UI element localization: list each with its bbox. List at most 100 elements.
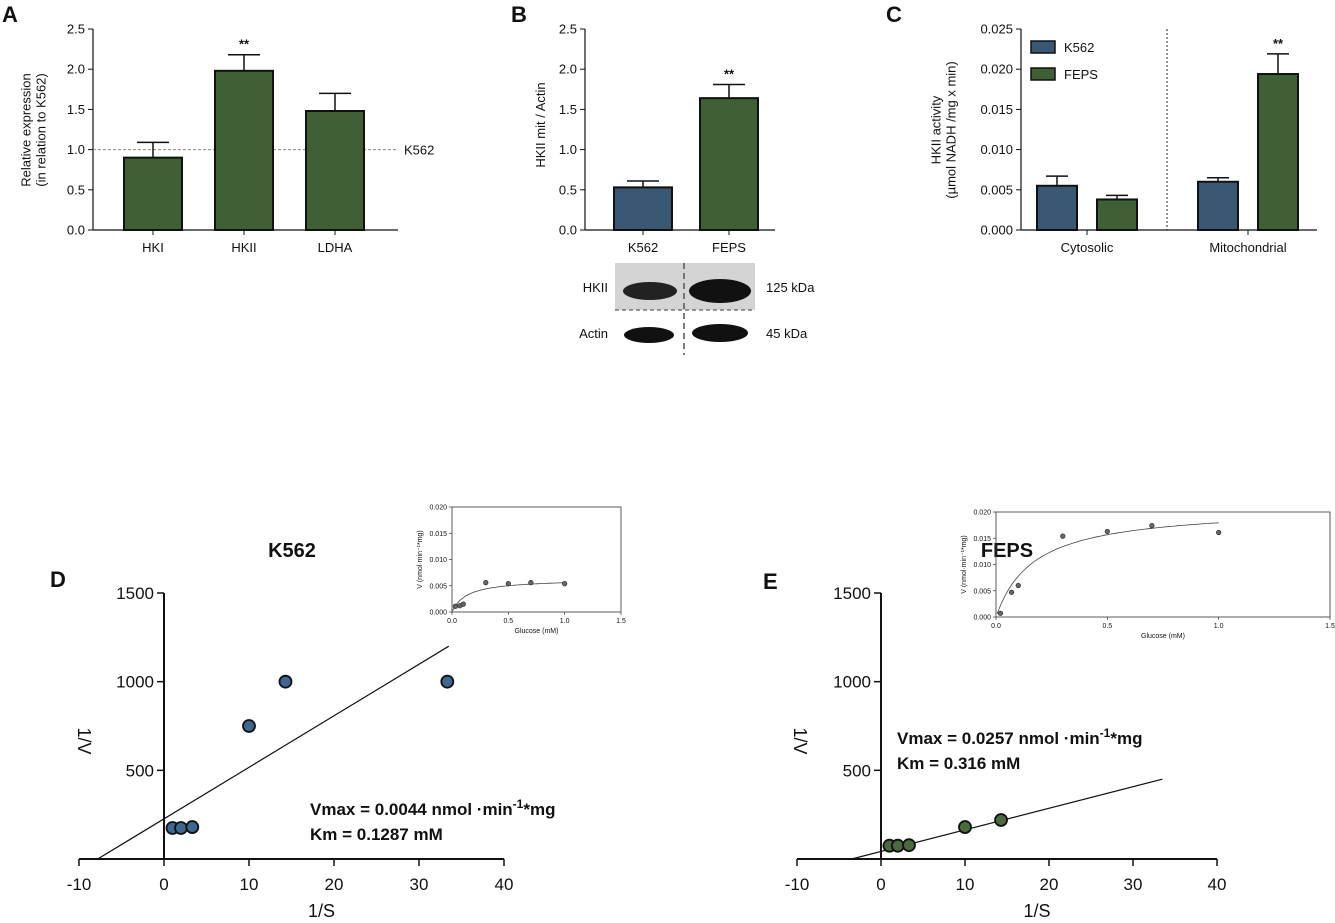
a-ytick-label: 2.0 xyxy=(67,62,85,77)
d-xtick-label: 40 xyxy=(495,875,514,894)
d-xtick-label: 10 xyxy=(240,875,259,894)
d-xtick-label: 0 xyxy=(159,875,168,894)
a-ytick-label: 1.0 xyxy=(67,142,85,157)
e-xtick-label: 30 xyxy=(1124,875,1143,894)
d-inset-ytick-label: 0.020 xyxy=(429,505,447,512)
d-inset-xtick-label: 0.0 xyxy=(447,618,457,625)
c-ytick-label: 0.025 xyxy=(980,22,1013,37)
e-inset-data-point xyxy=(1015,582,1021,589)
e-inset-data-point xyxy=(1216,529,1222,536)
d-inset-data-point xyxy=(452,603,458,609)
e-inset-ytick-label: 0.000 xyxy=(973,615,991,622)
d-data-point xyxy=(185,820,200,834)
e-ytick-label: 1000 xyxy=(833,673,871,692)
e-inset-frame xyxy=(995,511,1331,618)
e-data-point xyxy=(890,838,905,853)
a-bar-hkii xyxy=(214,69,274,231)
c-legend-swatch-k562 xyxy=(1030,40,1056,54)
e-ytick-label: 1500 xyxy=(833,584,871,603)
e-km-text: Km = 0.316 mM xyxy=(897,754,1020,773)
a-y-axis-label-line: (in relation to K562) xyxy=(34,73,49,186)
d-inset-data-point xyxy=(505,581,511,587)
c-bar-feps xyxy=(1096,198,1138,231)
e-vmax-value: Vmax = 0.0257 nmol ·min xyxy=(897,729,1100,748)
d-inset-xtick-label: 0.5 xyxy=(503,618,513,625)
blot-size-label: 45 kDa xyxy=(766,326,808,341)
e-inset-data-point xyxy=(1060,533,1066,539)
b-bar-feps xyxy=(699,97,759,231)
blot-band-actin-k562 xyxy=(624,327,674,343)
a-xtick-label: LDHA xyxy=(318,240,353,255)
b-xtick-label: K562 xyxy=(628,240,658,255)
panel-e-chart: -10 0 10 20 30 40 500 1000 1500 1/S 1/V FEPS Vmax = … xyxy=(785,510,1335,922)
e-chart-title: FEPS xyxy=(981,540,1033,562)
c-significance: ** xyxy=(1273,36,1284,51)
blot-band-hkii-feps xyxy=(689,279,751,303)
d-vmax-exponent: -1 xyxy=(513,797,524,811)
e-inset-xtick-label: 0.5 xyxy=(1102,623,1112,630)
d-vmax-value: Vmax = 0.0044 nmol ·min xyxy=(310,800,513,819)
d-xtick-label: 20 xyxy=(325,875,344,894)
a-y-axis-label: Relative expression(in relation to K562) xyxy=(19,73,49,186)
e-data-point xyxy=(994,813,1008,827)
panel-letter-e: E xyxy=(763,569,778,594)
e-vmax-exponent: -1 xyxy=(1100,726,1111,740)
d-y-axis-label: 1/V xyxy=(74,727,94,754)
a-ytick-label: 0.0 xyxy=(67,223,85,238)
e-data-point xyxy=(958,820,972,834)
panel-b-chart: 0.0 0.5 1.0 1.5 2.0 2.5 HKII mit / Actin K562 FE… xyxy=(533,22,775,255)
c-legend-label: K562 xyxy=(1064,40,1094,55)
b-significance: ** xyxy=(724,66,735,81)
d-data-point xyxy=(242,719,256,733)
d-ytick-label: 1500 xyxy=(116,584,154,603)
c-y-axis-label-line: (µmol NADH /mg x min) xyxy=(944,61,959,199)
b-y-axis-label: HKII mit / Actin xyxy=(533,82,548,167)
panel-letter-a: A xyxy=(2,2,18,27)
d-x-axis-label: 1/S xyxy=(308,901,335,921)
e-inset-ytick-label: 0.020 xyxy=(973,510,991,517)
d-inset-xtick-label: 1.0 xyxy=(560,618,570,625)
d-inset-data-point xyxy=(528,579,534,586)
b-ytick-label: 0.0 xyxy=(559,223,577,238)
e-inset-data-point xyxy=(1149,523,1155,529)
panel-letter-c: C xyxy=(886,2,902,27)
d-data-point xyxy=(278,674,293,689)
d-inset-xtick-label: 1.5 xyxy=(616,618,626,625)
b-ytick-label: 2.5 xyxy=(559,22,577,37)
c-legend-swatch-feps xyxy=(1030,67,1056,81)
e-inset-data-point xyxy=(997,610,1004,616)
panel-letter-b: B xyxy=(511,2,527,27)
e-xtick-label: 10 xyxy=(956,875,975,894)
d-inset-data-point xyxy=(460,601,466,607)
a-y-axis-label-line: Relative expression xyxy=(19,73,34,186)
e-y-axis-label: 1/V xyxy=(790,727,810,754)
panel-d-chart: -10 0 10 20 30 40 500 1000 1500 1/S 1/V K562 Vmax = … xyxy=(67,505,626,922)
d-ytick-label: 1000 xyxy=(116,673,154,692)
d-inset-ytick-label: 0.005 xyxy=(429,583,447,590)
d-inset-frame xyxy=(451,506,622,613)
d-inset-x-axis-label: Glucose (mM) xyxy=(515,628,559,635)
c-ytick-label: 0.000 xyxy=(980,223,1013,238)
d-km-text: Km = 0.1287 mM xyxy=(310,825,443,844)
d-inset-ytick-label: 0.000 xyxy=(429,610,447,617)
d-chart-title: K562 xyxy=(268,540,316,562)
d-data-point xyxy=(440,674,455,689)
c-bar-k562 xyxy=(1197,180,1239,231)
a-bar-hki xyxy=(123,156,183,231)
e-vmax-text: Vmax = 0.0257 nmol ·min-1*mg xyxy=(897,726,1142,748)
e-x-axis-label: 1/S xyxy=(1023,901,1050,921)
a-reference-label: K562 xyxy=(404,143,434,158)
b-xtick-label: FEPS xyxy=(712,240,746,255)
e-xtick-label: -10 xyxy=(785,875,810,894)
e-xtick-label: 0 xyxy=(876,875,885,894)
panel-letter-d: D xyxy=(50,567,66,592)
b-y-axis-label-line: HKII mit / Actin xyxy=(533,82,548,167)
d-inset-ytick-label: 0.015 xyxy=(429,531,447,538)
e-inset-ytick-label: 0.015 xyxy=(973,536,991,543)
c-ytick-label: 0.015 xyxy=(980,102,1013,117)
d-xtick-label: 30 xyxy=(410,875,429,894)
b-ytick-label: 1.0 xyxy=(559,142,577,157)
a-xtick-label: HKII xyxy=(231,240,256,255)
d-inset-data-point xyxy=(562,581,568,587)
